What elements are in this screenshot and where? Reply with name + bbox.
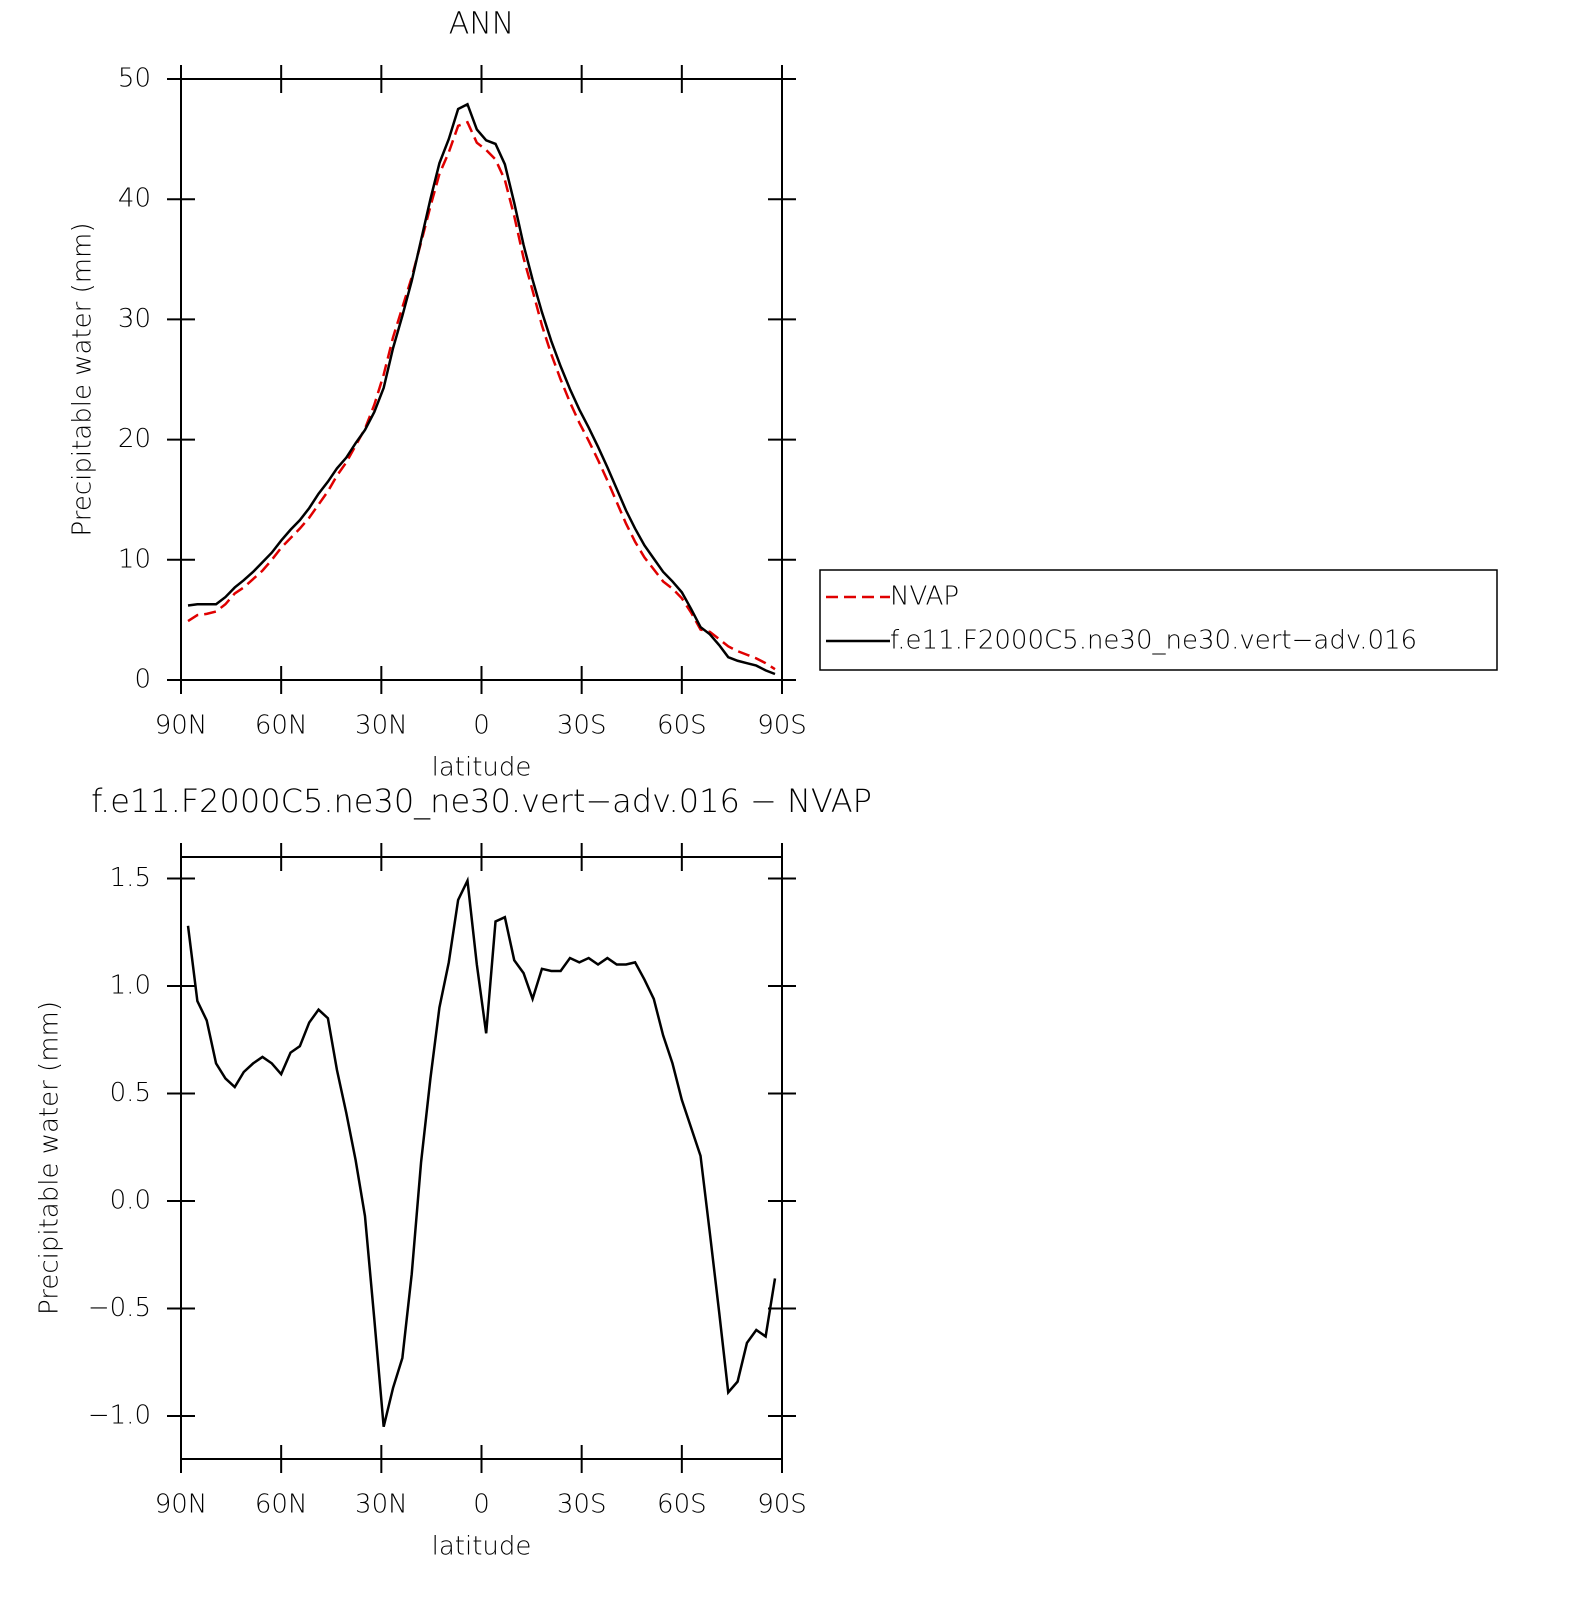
legend-box xyxy=(819,569,1498,671)
chart-title: ANN xyxy=(449,7,514,42)
x-tick-label: 90N xyxy=(155,711,208,741)
y-tick-label: 0 xyxy=(134,665,151,695)
x-tick-label: 0 xyxy=(473,711,490,741)
x-tick-label: 90S xyxy=(757,711,807,741)
legend-label: f.e11.F2000C5.ne30_ne30.vert−adv.016 xyxy=(890,626,1417,656)
x-tick-label: 60N xyxy=(255,711,308,741)
data-line xyxy=(187,102,776,676)
chart-title: f.e11.F2000C5.ne30_ne30.vert−adv.016 − N… xyxy=(91,782,872,820)
data-line xyxy=(187,120,776,671)
x-tick-label: 90S xyxy=(757,1490,807,1520)
y-tick-label: 0.0 xyxy=(110,1186,151,1216)
data-line xyxy=(186,876,777,1428)
x-tick-label: 0 xyxy=(473,1490,490,1520)
x-tick-label: 30N xyxy=(355,1490,408,1520)
y-tick-label: 50 xyxy=(118,64,151,94)
x-tick-label: 60S xyxy=(657,1490,707,1520)
x-tick-label: 30N xyxy=(355,711,408,741)
y-tick-label: −0.5 xyxy=(88,1293,151,1323)
x-axis-label: latitude xyxy=(432,753,532,783)
x-tick-label: 60S xyxy=(657,711,707,741)
legend-label: NVAP xyxy=(890,582,959,612)
x-tick-label: 30S xyxy=(557,1490,607,1520)
x-tick-label: 90N xyxy=(155,1490,208,1520)
plot-frame xyxy=(180,856,783,1460)
plot-frame xyxy=(180,78,783,681)
y-axis-label: Precipitable water (mm) xyxy=(35,1001,65,1315)
y-tick-label: 0.5 xyxy=(110,1078,151,1108)
y-tick-label: 30 xyxy=(118,304,151,334)
y-axis-label: Precipitable water (mm) xyxy=(68,223,98,537)
y-tick-label: 1.0 xyxy=(110,971,151,1001)
y-tick-label: 40 xyxy=(118,184,151,214)
y-tick-label: 1.5 xyxy=(110,863,151,893)
x-tick-label: 60N xyxy=(255,1490,308,1520)
y-tick-label: 20 xyxy=(118,424,151,454)
x-axis-label: latitude xyxy=(432,1532,532,1562)
x-tick-label: 30S xyxy=(557,711,607,741)
y-tick-label: 10 xyxy=(118,544,151,574)
y-tick-label: −1.0 xyxy=(88,1401,151,1431)
